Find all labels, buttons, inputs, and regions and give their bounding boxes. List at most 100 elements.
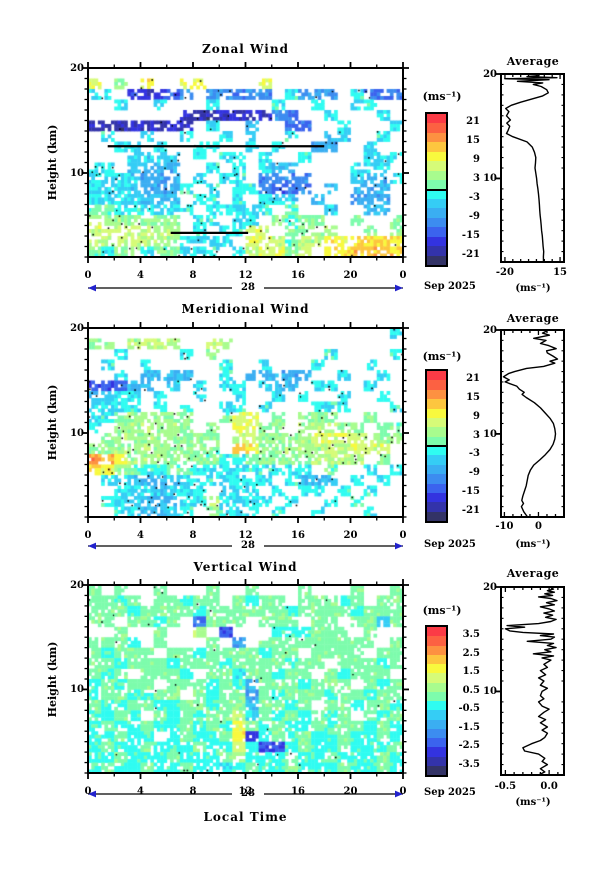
colorbar-tick-label: -21	[461, 504, 480, 516]
average-x-axis-label-meridional: (ms⁻¹)	[515, 539, 551, 550]
colorbar-segment	[427, 701, 446, 711]
average-profile-line	[504, 74, 558, 262]
colorbar-segment	[427, 208, 446, 218]
colorbar-tick-label: 1.5	[462, 666, 480, 678]
colorbar-tick-label: -15	[461, 485, 480, 497]
colorbar-meridional	[425, 369, 448, 523]
colorbar-segment	[427, 446, 446, 456]
colorbar-tick-label: 2.5	[462, 647, 480, 659]
average-x-axis-label-zonal: (ms⁻¹)	[515, 283, 551, 294]
x-tick-label: 0	[399, 270, 407, 281]
colorbar-segment	[427, 170, 446, 181]
colorbar-segment	[427, 189, 446, 199]
colorbar-tick-label: -3.5	[458, 758, 480, 770]
colorbar-tick-label: 21	[466, 116, 480, 128]
average-profile-line	[502, 330, 559, 517]
y-axis-label-zonal: Height (km)	[46, 124, 59, 201]
colorbar-tick-label: -15	[461, 229, 480, 241]
colorbar-zonal	[425, 112, 448, 267]
x-tick-label: 0	[399, 530, 407, 541]
colorbar-segment	[427, 664, 446, 674]
colorbar-segment	[427, 474, 446, 484]
colorbar-segment	[427, 710, 446, 720]
x-tick-label: 4	[137, 786, 144, 797]
x-tick-label: 4	[137, 530, 144, 541]
x-tick-label: 12	[238, 270, 253, 281]
colorbar-tick-label: 3.5	[462, 629, 480, 641]
colorbar-segment	[427, 682, 446, 692]
colorbar-segment	[427, 765, 446, 775]
x-tick-label: 0	[84, 270, 92, 281]
y-tick-label: 20	[70, 580, 84, 591]
average-x-tick-label: 0.0	[540, 781, 558, 792]
colorbar-segment	[427, 673, 446, 683]
x-tick-label: 20	[343, 786, 358, 797]
colorbar-title-vertical: (ms⁻¹)	[422, 604, 462, 617]
average-profile-line	[504, 587, 558, 775]
x-axis-label-local-time: Local Time	[203, 810, 288, 824]
colorbar-segment	[427, 114, 446, 124]
panel-title-meridional: Meridional Wind	[181, 302, 310, 316]
x-tick-label: 0	[399, 786, 407, 797]
x-tick-label: 20	[343, 530, 358, 541]
average-x-tick-label: 0	[534, 521, 542, 532]
zonal-heatmap-canvas	[88, 68, 403, 257]
colorbar-segment	[427, 691, 446, 701]
y-tick-label: 10	[70, 168, 84, 179]
colorbar-tick-label: 9	[473, 410, 480, 422]
average-x-tick-label: -10	[495, 521, 514, 532]
y-tick-label: 10	[70, 684, 84, 696]
average-y-tick-label: 10	[483, 173, 497, 185]
colorbar-zero-line	[427, 445, 446, 447]
colorbar-tick-label: 9	[473, 154, 480, 166]
average-title-meridional: Average	[506, 312, 560, 325]
meridional-heatmap-canvas	[88, 328, 403, 517]
day-label-vertical: 28	[232, 788, 264, 799]
average-title-zonal: Average	[506, 55, 560, 68]
colorbar-segment	[427, 511, 446, 521]
colorbar-segment	[427, 756, 446, 766]
colorbar-segment	[427, 483, 446, 493]
colorbar-tick-label: -9	[468, 467, 480, 479]
x-tick-label: 4	[137, 270, 144, 281]
colorbar-segment	[427, 246, 446, 256]
x-tick-label: 12	[238, 530, 253, 541]
colorbar-tick-label: 3	[473, 429, 480, 441]
average-x-tick-label: -20	[495, 267, 514, 278]
colorbar-segment	[427, 142, 446, 152]
colorbar-segment	[427, 427, 446, 437]
colorbar-segment	[427, 636, 446, 646]
colorbar-segment	[427, 747, 446, 757]
colorbar-title-zonal: (ms⁻¹)	[422, 90, 462, 103]
colorbar-segment	[427, 255, 446, 265]
colorbar-segment	[427, 371, 446, 381]
colorbar-segment	[427, 408, 446, 418]
x-tick-label: 0	[84, 786, 92, 797]
average-y-tick-label: 20	[483, 325, 497, 336]
colorbar-segment	[427, 151, 446, 162]
colorbar-tick-label: -9	[468, 210, 480, 222]
date-label-zonal: Sep 2025	[424, 281, 476, 292]
colorbar-tick-label: -1.5	[458, 721, 480, 733]
day-label-meridional: 28	[232, 540, 264, 551]
average-y-tick-label: 10	[483, 686, 497, 698]
colorbar-segment	[427, 399, 446, 409]
day-label-zonal: 28	[232, 282, 264, 293]
average-x-tick-label: 15	[553, 267, 568, 278]
date-label-meridional: Sep 2025	[424, 539, 476, 550]
colorbar-segment	[427, 654, 446, 664]
colorbar-tick-label: -3	[468, 448, 480, 460]
colorbar-segment	[427, 464, 446, 475]
average-y-tick-label: 20	[483, 582, 497, 593]
average-y-tick-label: 20	[483, 69, 497, 80]
colorbar-tick-label: 3	[473, 173, 480, 185]
colorbar-segment	[427, 161, 446, 171]
panel-title-zonal: Zonal Wind	[202, 42, 289, 56]
colorbar-tick-label: -3	[468, 191, 480, 203]
panel-title-vertical: Vertical Wind	[193, 560, 298, 574]
colorbar-segment	[427, 132, 446, 143]
colorbar-segment	[427, 198, 446, 209]
colorbar-tick-label: -21	[461, 248, 480, 260]
